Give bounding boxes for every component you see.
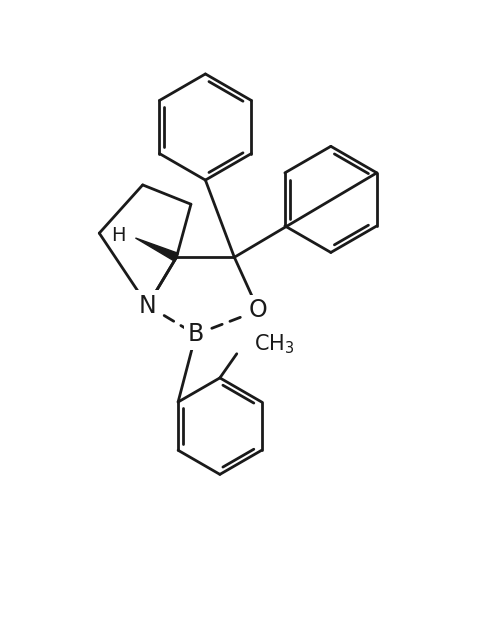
Text: O: O bbox=[249, 298, 268, 323]
Polygon shape bbox=[136, 238, 178, 261]
Text: N: N bbox=[139, 294, 156, 317]
Text: CH$_3$: CH$_3$ bbox=[254, 332, 294, 356]
Text: B: B bbox=[187, 323, 204, 346]
Text: H: H bbox=[111, 226, 126, 245]
